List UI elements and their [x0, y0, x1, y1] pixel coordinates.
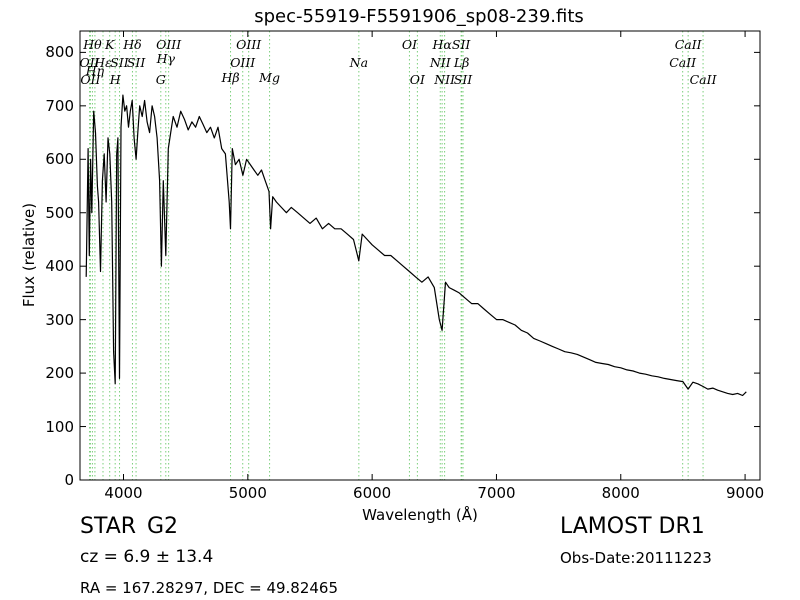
- marker-label: Hδ: [123, 37, 142, 52]
- marker-label: OII: [80, 72, 101, 87]
- y-tick-label: 300: [45, 310, 74, 329]
- marker-label: Na: [349, 54, 369, 70]
- marker-label: SII: [110, 54, 129, 70]
- plot-frame: [79, 30, 761, 481]
- marker-label: K: [105, 37, 115, 52]
- marker-label: NII: [429, 54, 451, 70]
- marker-label: SII: [453, 72, 473, 87]
- x-tick-label: 5000: [228, 484, 267, 502]
- marker-label: H: [109, 72, 121, 87]
- marker-label: OIII: [236, 37, 262, 52]
- x-tick-label: 4000: [104, 484, 143, 502]
- spectrum-line: [85, 94, 747, 397]
- survey-name: LAMOST DR1: [560, 514, 705, 539]
- y-tick-label: 600: [45, 150, 74, 169]
- redshift-text: cz = 6.9 ± 13.4: [80, 547, 214, 567]
- marker-label: OIII: [156, 37, 182, 52]
- y-tick-label: 700: [45, 96, 74, 115]
- chart-title: spec-55919-F5591906_sp08-239.fits: [254, 6, 584, 27]
- obs-date: Obs-Date:20111223: [560, 549, 712, 567]
- coordinates: RA = 167.28297, DEC = 49.82465: [80, 579, 339, 597]
- marker-label: CaII: [689, 72, 717, 87]
- x-tick-label: 6000: [353, 484, 392, 502]
- y-tick-label: 500: [45, 203, 74, 222]
- object-subclass: G2: [147, 514, 179, 539]
- y-tick-label: 100: [45, 417, 74, 436]
- marker-label: OIII: [230, 54, 256, 70]
- marker-label: OI: [401, 37, 418, 52]
- x-tick-label: 8000: [601, 484, 640, 502]
- marker-label: Mg: [259, 70, 280, 86]
- x-tick-label: 7000: [477, 484, 516, 502]
- marker-label: Hε: [94, 54, 112, 70]
- y-tick-label: 400: [45, 257, 74, 276]
- y-tick-label: 800: [45, 43, 74, 62]
- object-class: STAR: [80, 514, 137, 539]
- marker-label: SII: [126, 54, 146, 70]
- axis-ticks: [80, 31, 760, 481]
- marker-label: Hγ: [156, 51, 175, 66]
- y-tick-label: 200: [45, 364, 74, 383]
- marker-label: Hα: [432, 37, 452, 52]
- x-axis-label: Wavelength (Å): [362, 506, 478, 524]
- marker-label: Hη: [85, 63, 105, 79]
- marker-label: Lβ: [453, 54, 470, 70]
- marker-label: SII: [451, 37, 471, 52]
- marker-label: Hθ: [83, 37, 102, 52]
- marker-label: NII: [434, 72, 456, 87]
- spectrum-series: [85, 94, 747, 397]
- marker-label: CaII: [669, 54, 697, 70]
- marker-label: OII: [79, 54, 100, 70]
- y-tick-label: 0: [64, 471, 74, 489]
- y-axis-label: Flux (relative): [20, 202, 38, 308]
- x-tick-label: 9000: [725, 484, 765, 502]
- line-markers: [89, 31, 704, 480]
- marker-label: Hβ: [221, 70, 240, 86]
- marker-label: CaII: [674, 37, 702, 52]
- marker-label: OI: [409, 72, 425, 87]
- marker-label: G: [155, 72, 166, 87]
